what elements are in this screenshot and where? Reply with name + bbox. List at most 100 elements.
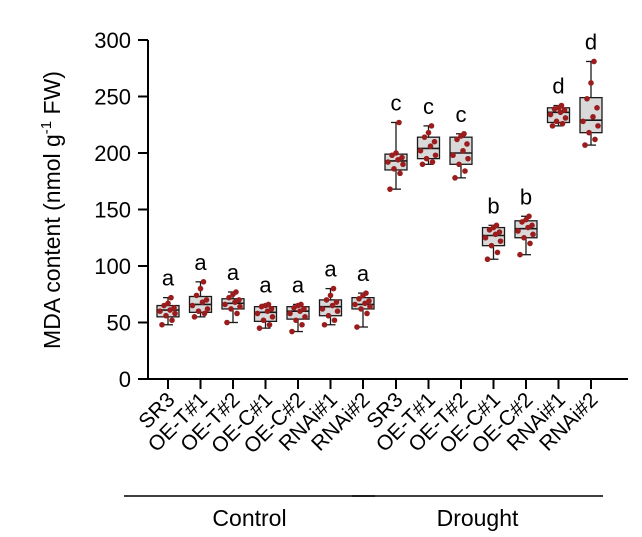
- data-point: [367, 303, 373, 310]
- data-point: [399, 154, 405, 161]
- data-point: [157, 308, 163, 315]
- group-labels-layer: Control Drought: [124, 495, 603, 531]
- data-point: [172, 310, 178, 317]
- data-point: [293, 317, 299, 324]
- data-point: [385, 159, 391, 165]
- data-point: [287, 310, 293, 317]
- data-point: [482, 234, 489, 241]
- data-point: [559, 120, 566, 127]
- data-point: [591, 58, 597, 65]
- significance-letter: d: [585, 29, 597, 54]
- significance-letter: d: [552, 74, 564, 99]
- box-plot: [286, 301, 310, 335]
- y-tick-label: 0: [119, 367, 131, 392]
- data-point: [226, 294, 232, 301]
- data-point: [497, 238, 504, 244]
- box-plot: [384, 119, 408, 192]
- group-label: Drought: [437, 505, 519, 531]
- data-point: [431, 138, 438, 145]
- significance-letter: a: [227, 260, 240, 285]
- y-axis-title: MDA content (nmol g-1 FW): [38, 71, 65, 349]
- data-point: [325, 312, 332, 319]
- box-plot: [351, 290, 375, 330]
- data-point: [429, 159, 436, 165]
- significance-letter: a: [194, 250, 207, 275]
- data-point: [327, 292, 334, 299]
- data-point: [329, 302, 336, 309]
- box-plot: [318, 285, 343, 328]
- data-point: [256, 325, 263, 331]
- significance-letter: a: [259, 272, 272, 297]
- data-point: [553, 118, 560, 125]
- data-point: [228, 306, 234, 312]
- data-point: [331, 317, 338, 324]
- data-point: [465, 155, 471, 162]
- data-point: [493, 222, 500, 229]
- data-point: [586, 129, 592, 136]
- data-point: [427, 143, 434, 150]
- data-point: [526, 213, 532, 220]
- data-point: [352, 301, 358, 308]
- data-point: [266, 321, 273, 328]
- data-point: [397, 170, 403, 177]
- data-point: [204, 306, 211, 312]
- data-point: [195, 308, 202, 315]
- y-tick-label: 50: [107, 311, 131, 336]
- data-point: [319, 306, 326, 312]
- data-point: [171, 305, 177, 311]
- data-point: [588, 80, 594, 86]
- data-point: [452, 175, 458, 181]
- data-point: [387, 186, 393, 192]
- y-axis-title-sup: -1: [38, 121, 55, 134]
- data-point: [301, 306, 307, 312]
- data-point: [366, 298, 372, 304]
- data-point: [203, 297, 210, 303]
- data-point: [193, 292, 200, 299]
- significance-letter: a: [162, 266, 175, 291]
- data-point: [547, 111, 554, 118]
- significance-letter: a: [292, 272, 305, 297]
- data-point: [561, 107, 568, 113]
- box-plot: [449, 130, 473, 181]
- data-point: [488, 242, 495, 249]
- box-plot: [579, 58, 603, 148]
- data-point: [421, 134, 428, 140]
- data-point: [334, 308, 341, 315]
- data-point: [260, 317, 267, 324]
- data-point: [237, 303, 243, 310]
- box-plot: [416, 123, 441, 168]
- x-axis: SR3OE-T#1OE-T#2OE-C#1OE-C#2RNAi#1RNAi#2S…: [134, 378, 628, 458]
- data-point: [333, 299, 340, 305]
- data-point: [454, 136, 460, 143]
- data-point: [462, 168, 468, 174]
- data-point: [584, 95, 590, 102]
- data-point: [165, 300, 171, 307]
- data-point: [254, 310, 261, 317]
- y-tick-label: 250: [94, 85, 131, 110]
- data-point: [363, 290, 369, 296]
- data-point: [494, 249, 501, 256]
- data-point: [580, 118, 586, 125]
- significance-letter: b: [520, 184, 532, 209]
- data-point: [582, 142, 588, 148]
- boxes-layer: aa a a aa ac c cb bdd: [156, 29, 603, 335]
- data-point: [400, 161, 406, 168]
- data-point: [529, 222, 535, 229]
- data-point: [233, 289, 239, 295]
- data-point: [521, 234, 527, 241]
- data-point: [356, 295, 362, 302]
- box-plot: [546, 102, 571, 129]
- data-point: [197, 285, 204, 292]
- box-plot: [481, 222, 506, 263]
- data-point: [562, 115, 569, 121]
- data-point: [236, 297, 242, 303]
- y-axis-title-end: FW): [39, 71, 65, 121]
- data-point: [358, 306, 364, 312]
- box-plot: [156, 294, 180, 328]
- data-point: [201, 310, 208, 317]
- data-point: [391, 166, 397, 172]
- box-plot: [514, 213, 538, 258]
- significance-letter: c: [391, 90, 402, 115]
- data-point: [496, 229, 503, 235]
- group-label: Control: [212, 505, 286, 531]
